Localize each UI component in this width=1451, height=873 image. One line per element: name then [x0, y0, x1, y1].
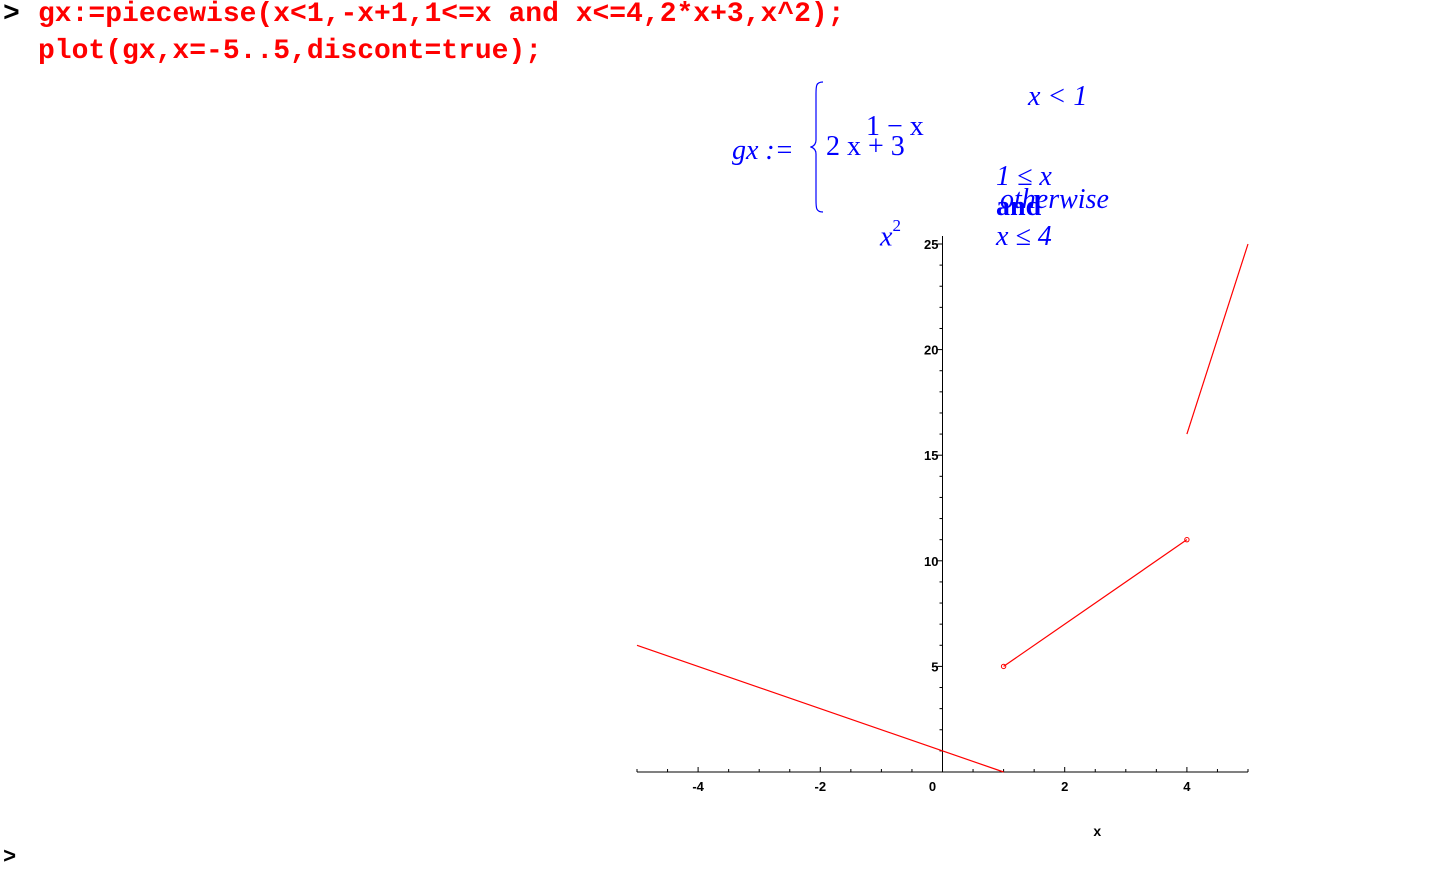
axes: [636, 236, 1249, 773]
case-2-cond-left: 1 ≤ x: [996, 161, 1052, 192]
x-tick-label: 0: [929, 779, 936, 794]
series-2-line: [1003, 539, 1188, 667]
plot-series: [636, 243, 1249, 773]
case-3-condition: otherwise: [1000, 184, 1109, 215]
series-2-endpoint: [1000, 663, 1007, 670]
output-lhs: gx :=: [732, 135, 794, 166]
case-2-cond-and: and: [996, 191, 1042, 222]
case-3-expr-base: x: [880, 221, 893, 253]
trailing-prompt[interactable]: >: [3, 845, 17, 870]
input-line-plot[interactable]: plot(gx,x=-5..5,discont=true);: [38, 36, 543, 67]
piecewise-brace: [810, 81, 824, 213]
prompt-marker: >: [3, 0, 20, 30]
case-1-expr: 1 − x: [838, 82, 924, 172]
y-tick-label: 25: [924, 237, 938, 252]
x-tick-label: -2: [815, 779, 827, 794]
axis-labels: -4 -2 0 2 4 5 10 15 20 25 x: [692, 237, 1191, 839]
x-tick-label: 4: [1183, 779, 1191, 794]
case-2-expr: 2 x + 3: [826, 131, 905, 162]
x-tick-label: 2: [1061, 779, 1068, 794]
x-axis-label: x: [1093, 823, 1101, 839]
input-line-piecewise[interactable]: gx:=piecewise(x<1,-x+1,1<=x and x<=4,2*x…: [38, 0, 845, 30]
series-2-endpoint: [1184, 536, 1190, 543]
case-2-cond-right: x ≤ 4: [996, 221, 1052, 252]
y-tick-label: 20: [924, 343, 938, 358]
y-tick-label: 5: [931, 659, 938, 674]
series-1-line: [636, 644, 1004, 773]
y-tick-label: 10: [924, 554, 938, 569]
x-tick-label: -4: [692, 779, 704, 794]
case-1-expr-text: 1 − x: [866, 111, 924, 142]
case-1-condition: x < 1: [1028, 81, 1088, 112]
case-2-condition: 1 ≤ x and x ≤ 4: [968, 132, 1052, 282]
series-3-line: [1186, 243, 1249, 435]
case-3-expr-sup: 2: [892, 216, 901, 235]
y-tick-label: 15: [924, 448, 938, 463]
case-3-expr: x2: [852, 185, 901, 282]
